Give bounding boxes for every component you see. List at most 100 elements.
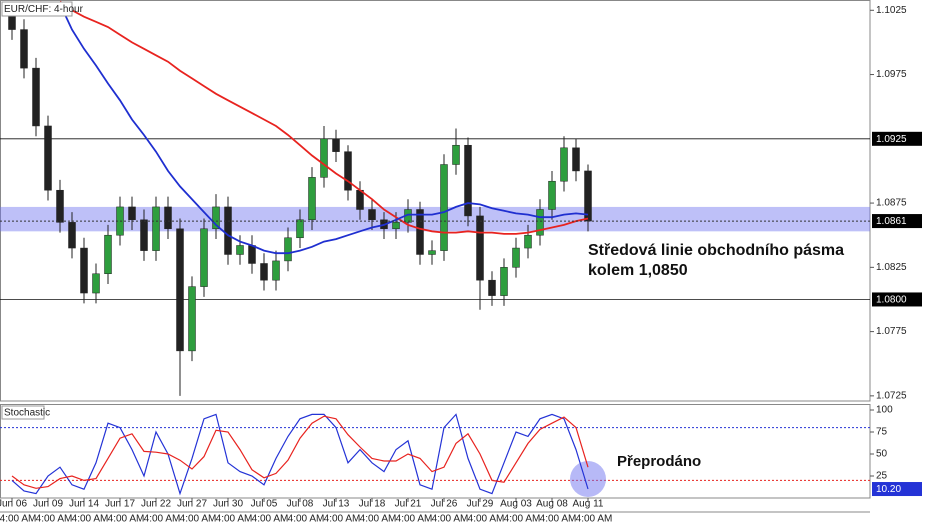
y-tick-label: 100 bbox=[876, 405, 893, 416]
time-label: 4:00 AM bbox=[288, 514, 325, 525]
x-tick-label: Jun 06 bbox=[0, 499, 27, 510]
x-tick-label: Aug 11 bbox=[573, 499, 604, 510]
stochastic-frame bbox=[0, 404, 871, 499]
candle-body bbox=[524, 234, 532, 249]
candle-body bbox=[308, 177, 316, 221]
candle-body bbox=[212, 206, 220, 230]
candle-body bbox=[500, 267, 508, 296]
level-label: 1.0925 bbox=[876, 134, 907, 145]
line bbox=[59, 0, 589, 235]
time-label: 4:00 AM bbox=[36, 514, 73, 525]
candle-body bbox=[560, 147, 568, 182]
price-plot bbox=[0, 0, 870, 396]
candle-body bbox=[164, 206, 172, 230]
time-label: 4:00 AM bbox=[216, 514, 253, 525]
candle-body bbox=[128, 206, 136, 221]
time-label: 4:00 AM bbox=[432, 514, 469, 525]
time-label: 4:00 AM bbox=[252, 514, 289, 525]
x-tick-label: Jun 22 bbox=[141, 499, 171, 510]
highlight bbox=[570, 461, 606, 498]
last-value-label-box bbox=[872, 482, 922, 497]
y-tick-label: 75 bbox=[876, 427, 888, 438]
candle-body bbox=[320, 138, 328, 178]
candle-body bbox=[548, 180, 556, 210]
candle-body bbox=[392, 222, 400, 230]
last-price-label: 1.0861 bbox=[876, 216, 907, 227]
annotation: Středová linie obchodního pásma bbox=[588, 242, 844, 259]
y-tick-label: 25 bbox=[876, 471, 888, 482]
candle-body bbox=[476, 215, 484, 281]
x-tick-label: Jun 27 bbox=[177, 499, 207, 510]
annotation: Přeprodáno bbox=[617, 453, 701, 470]
stochastic-plot bbox=[0, 413, 870, 498]
time-label: 4:00 AM bbox=[108, 514, 145, 525]
y-tick-label: 1.0975 bbox=[876, 69, 907, 80]
x-tick-label: Jul 05 bbox=[251, 499, 278, 510]
time-label: 4:00 AM bbox=[396, 514, 433, 525]
panel-title: Stochastic bbox=[4, 408, 50, 419]
price-frame bbox=[0, 0, 871, 402]
candle-body bbox=[488, 279, 496, 296]
candle-body bbox=[464, 144, 472, 217]
candle-body bbox=[332, 138, 340, 152]
time-label: 4:00 AM bbox=[468, 514, 505, 525]
candle-body bbox=[44, 125, 52, 191]
line bbox=[59, 3, 589, 255]
time-label: 4:00 AM bbox=[360, 514, 397, 525]
line bbox=[11, 413, 589, 496]
candle-body bbox=[284, 237, 292, 262]
x-tick-label: Jun 17 bbox=[105, 499, 135, 510]
x-tick-label: Jul 21 bbox=[395, 499, 422, 510]
annotation: kolem 1,0850 bbox=[588, 262, 688, 279]
candle-body bbox=[20, 29, 28, 69]
candle-body bbox=[296, 219, 304, 239]
candle-body bbox=[272, 260, 280, 281]
candle-body bbox=[236, 245, 244, 255]
x-tick-label: Jun 14 bbox=[69, 499, 99, 510]
level-label-box bbox=[872, 292, 922, 307]
x-tick-label: Jun 30 bbox=[213, 499, 243, 510]
x-tick-label: Jul 13 bbox=[323, 499, 350, 510]
time-label: 4:00 AM bbox=[180, 514, 217, 525]
candle-body bbox=[248, 245, 256, 264]
time-label: 4:00 AM bbox=[72, 514, 109, 525]
time-label: 4:00 AM bbox=[144, 514, 181, 525]
candle-body bbox=[452, 144, 460, 165]
x-tick-label: Jul 08 bbox=[287, 499, 314, 510]
title-box bbox=[1, 405, 45, 420]
line bbox=[11, 415, 589, 489]
candle-body bbox=[32, 67, 40, 127]
y-tick-label: 1.0775 bbox=[876, 326, 907, 337]
candle-body bbox=[512, 247, 520, 268]
title-box bbox=[1, 1, 73, 17]
candle-body bbox=[92, 273, 100, 294]
time-label: 4:00 AM bbox=[540, 514, 577, 525]
y-tick-label: 1.0875 bbox=[876, 198, 907, 209]
level-label: 1.0800 bbox=[876, 295, 907, 306]
y-tick-label: 1.0825 bbox=[876, 262, 907, 273]
y-tick-label: 50 bbox=[876, 449, 888, 460]
x-tick-label: Jul 26 bbox=[431, 499, 458, 510]
candle-body bbox=[188, 286, 196, 352]
last-price-label-box bbox=[872, 214, 922, 229]
last-value-label: 10.20 bbox=[876, 484, 901, 495]
candle-body bbox=[428, 250, 436, 255]
time-label: 4:00 AM bbox=[0, 514, 36, 525]
candle-body bbox=[200, 228, 208, 287]
time-label: 4:00 AM bbox=[576, 514, 613, 525]
chart-title: EUR/CHF: 4-hour bbox=[4, 4, 84, 15]
x-tick-label: Aug 08 bbox=[536, 499, 568, 510]
candle-body bbox=[80, 247, 88, 294]
x-tick-label: Jul 18 bbox=[359, 499, 386, 510]
candle-body bbox=[368, 209, 376, 221]
candle-body bbox=[56, 189, 64, 223]
candle-body bbox=[440, 164, 448, 251]
candle-body bbox=[260, 263, 268, 281]
x-tick-label: Jul 29 bbox=[467, 499, 494, 510]
y-tick-label: 1.0725 bbox=[876, 390, 907, 401]
level-label-box bbox=[872, 131, 922, 146]
candle-body bbox=[140, 219, 148, 251]
